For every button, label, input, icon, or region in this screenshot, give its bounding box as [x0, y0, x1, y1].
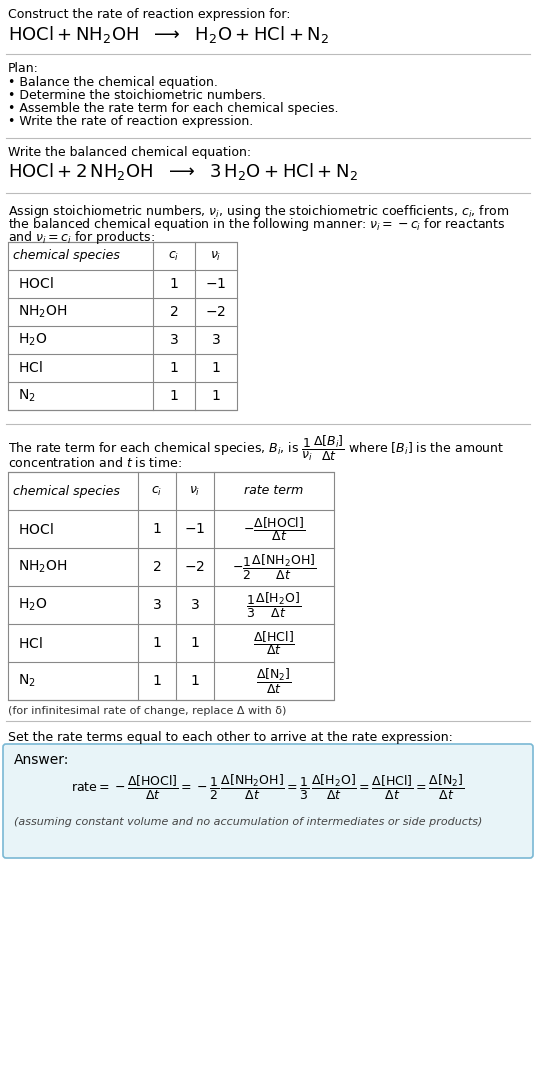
Text: Set the rate terms equal to each other to arrive at the rate expression:: Set the rate terms equal to each other t…: [8, 731, 453, 744]
Text: • Write the rate of reaction expression.: • Write the rate of reaction expression.: [8, 116, 253, 128]
Text: Construct the rate of reaction expression for:: Construct the rate of reaction expressio…: [8, 8, 291, 21]
Text: $\dfrac{\Delta[\mathrm{N_2}]}{\Delta t}$: $\dfrac{\Delta[\mathrm{N_2}]}{\Delta t}$: [256, 666, 292, 695]
Text: 3: 3: [169, 334, 178, 347]
Text: $1$: $1$: [211, 361, 221, 375]
Text: and $\nu_i = c_i$ for products:: and $\nu_i = c_i$ for products:: [8, 229, 155, 246]
Text: (assuming constant volume and no accumulation of intermediates or side products): (assuming constant volume and no accumul…: [14, 818, 482, 827]
Bar: [8, 242, 237, 410]
Text: 1: 1: [169, 361, 178, 375]
Text: Answer:: Answer:: [14, 753, 69, 767]
Text: 2: 2: [153, 560, 161, 574]
Text: $c_i$: $c_i$: [151, 484, 162, 497]
Text: Assign stoichiometric numbers, $\nu_i$, using the stoichiometric coefficients, $: Assign stoichiometric numbers, $\nu_i$, …: [8, 203, 509, 220]
Text: 1: 1: [153, 635, 161, 650]
Text: $\nu_i$: $\nu_i$: [210, 250, 222, 263]
Text: $c_i$: $c_i$: [168, 250, 180, 263]
Bar: [8, 472, 334, 700]
Text: 1: 1: [169, 277, 178, 291]
Text: $1$: $1$: [211, 389, 221, 403]
Text: $-1$: $-1$: [184, 522, 206, 536]
Text: concentration and $t$ is time:: concentration and $t$ is time:: [8, 456, 182, 470]
Text: $-\dfrac{\Delta[\mathrm{HOCl}]}{\Delta t}$: $-\dfrac{\Delta[\mathrm{HOCl}]}{\Delta t…: [243, 516, 305, 543]
Text: $\dfrac{1}{3}\dfrac{\Delta[\mathrm{H_2O}]}{\Delta t}$: $\dfrac{1}{3}\dfrac{\Delta[\mathrm{H_2O}…: [247, 591, 302, 619]
Text: Plan:: Plan:: [8, 62, 39, 75]
Text: $3$: $3$: [190, 598, 200, 611]
Text: • Determine the stoichiometric numbers.: • Determine the stoichiometric numbers.: [8, 89, 266, 102]
Text: • Assemble the rate term for each chemical species.: • Assemble the rate term for each chemic…: [8, 102, 339, 116]
Text: $\mathrm{H_2O}$: $\mathrm{H_2O}$: [18, 597, 47, 614]
Text: $\mathsf{HOCl + 2\,NH_2OH \ \ \longrightarrow \ \ 3\,H_2O + HCl + N_2}$: $\mathsf{HOCl + 2\,NH_2OH \ \ \longright…: [8, 161, 358, 182]
Text: 1: 1: [153, 522, 161, 536]
Text: $\dfrac{\Delta[\mathrm{HCl}]}{\Delta t}$: $\dfrac{\Delta[\mathrm{HCl}]}{\Delta t}$: [253, 629, 295, 657]
Text: $3$: $3$: [211, 334, 221, 347]
Text: $\mathrm{HCl}$: $\mathrm{HCl}$: [18, 361, 43, 375]
Text: 1: 1: [153, 674, 161, 688]
Text: chemical species: chemical species: [13, 484, 120, 497]
Text: $-2$: $-2$: [205, 305, 227, 319]
Text: $\mathrm{N_2}$: $\mathrm{N_2}$: [18, 673, 36, 689]
Text: (for infinitesimal rate of change, replace Δ with δ): (for infinitesimal rate of change, repla…: [8, 706, 286, 716]
FancyBboxPatch shape: [3, 744, 533, 858]
Text: $\nu_i$: $\nu_i$: [189, 484, 200, 497]
Text: $\mathsf{HOCl + NH_2OH \ \ \longrightarrow \ \ H_2O + HCl + N_2}$: $\mathsf{HOCl + NH_2OH \ \ \longrightarr…: [8, 24, 329, 45]
Text: $-\dfrac{1}{2}\dfrac{\Delta[\mathrm{NH_2OH}]}{\Delta t}$: $-\dfrac{1}{2}\dfrac{\Delta[\mathrm{NH_2…: [232, 553, 316, 581]
Text: Write the balanced chemical equation:: Write the balanced chemical equation:: [8, 146, 251, 159]
Text: 2: 2: [169, 305, 178, 319]
Text: rate term: rate term: [244, 484, 303, 497]
Text: $1$: $1$: [190, 635, 200, 650]
Text: $1$: $1$: [190, 674, 200, 688]
Text: $\mathrm{H_2O}$: $\mathrm{H_2O}$: [18, 331, 47, 348]
Text: chemical species: chemical species: [13, 250, 120, 263]
Text: The rate term for each chemical species, $B_i$, is $\dfrac{1}{\nu_i}\dfrac{\Delt: The rate term for each chemical species,…: [8, 434, 504, 463]
Text: $\mathrm{NH_2OH}$: $\mathrm{NH_2OH}$: [18, 559, 68, 576]
Text: $\mathrm{HCl}$: $\mathrm{HCl}$: [18, 635, 43, 651]
Text: $\mathrm{HOCl}$: $\mathrm{HOCl}$: [18, 277, 54, 291]
Text: $\mathrm{NH_2OH}$: $\mathrm{NH_2OH}$: [18, 304, 68, 320]
Text: 3: 3: [153, 598, 161, 611]
Text: $\mathrm{HOCl}$: $\mathrm{HOCl}$: [18, 521, 54, 536]
Text: $-2$: $-2$: [184, 560, 205, 574]
Text: $\mathrm{rate} = -\dfrac{\Delta[\mathrm{HOCl}]}{\Delta t} = -\dfrac{1}{2}\,\dfra: $\mathrm{rate} = -\dfrac{\Delta[\mathrm{…: [71, 773, 465, 802]
Text: $\mathrm{N_2}$: $\mathrm{N_2}$: [18, 388, 36, 404]
Text: • Balance the chemical equation.: • Balance the chemical equation.: [8, 76, 218, 89]
Text: 1: 1: [169, 389, 178, 403]
Text: the balanced chemical equation in the following manner: $\nu_i = -c_i$ for react: the balanced chemical equation in the fo…: [8, 216, 505, 233]
Text: $-1$: $-1$: [205, 277, 227, 291]
